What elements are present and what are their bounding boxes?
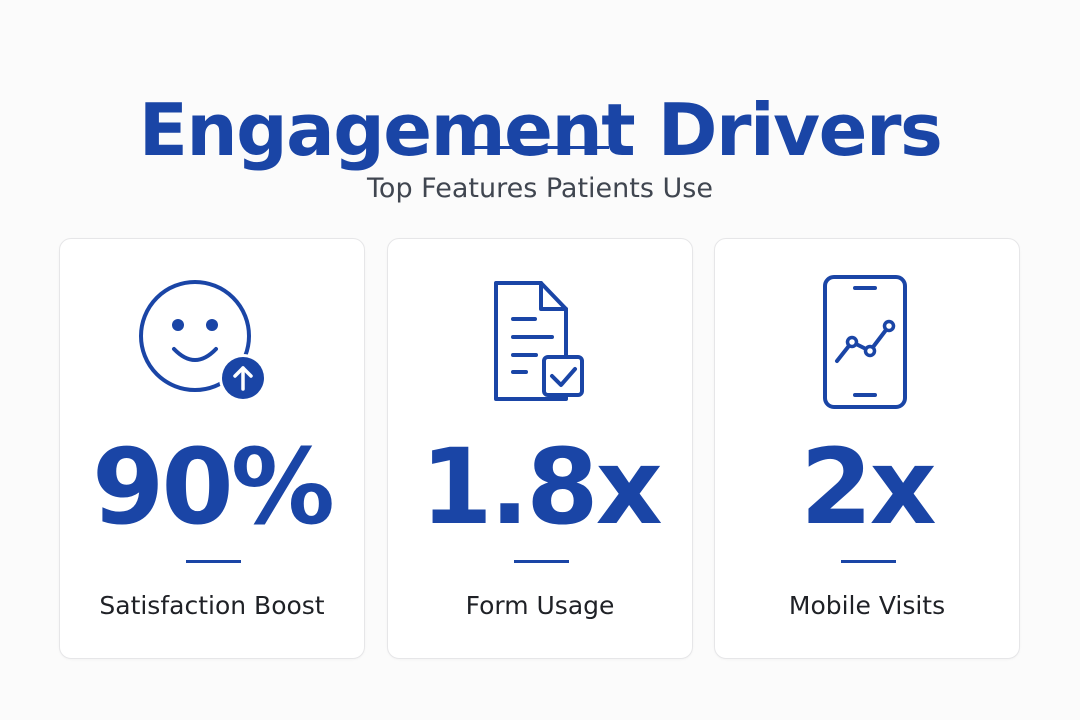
document-checkmark-icon — [494, 281, 584, 401]
stat-label: Mobile Visits — [788, 591, 946, 620]
stat-divider — [841, 560, 896, 563]
stat-divider — [514, 560, 569, 563]
stat-card-forms: 1.8x Form Usage — [387, 238, 693, 659]
stat-card-satisfaction: 90% Satisfaction Boost — [59, 238, 365, 659]
stat-card-mobile: 2x Mobile Visits — [714, 238, 1020, 659]
page-subtitle: Top Features Patients Use — [367, 173, 713, 204]
smiley-up-arrow-icon — [139, 280, 267, 402]
stat-value: 1.8x — [420, 426, 662, 548]
mobile-chart-icon — [823, 275, 907, 409]
title-divider — [470, 146, 609, 149]
stat-label: Form Usage — [465, 591, 615, 620]
stat-value: 2x — [800, 426, 936, 548]
stat-divider — [186, 560, 241, 563]
page-title: Engagement Drivers — [138, 88, 943, 173]
stat-value: 90% — [92, 426, 335, 548]
stat-label: Satisfaction Boost — [99, 591, 325, 620]
